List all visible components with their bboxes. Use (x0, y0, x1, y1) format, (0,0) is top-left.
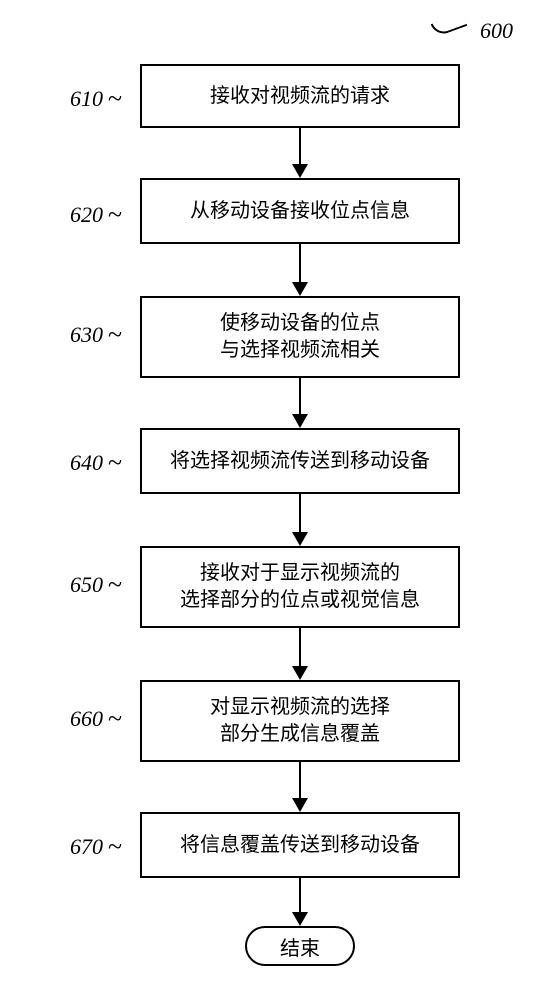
flow-step-text: 对显示视频流的选择 部分生成信息覆盖 (210, 694, 390, 748)
flow-step-text: 将信息覆盖传送到移动设备 (180, 832, 420, 859)
flowchart-canvas: 600接收对视频流的请求610~从移动设备接收位点信息620~使移动设备的位点 … (0, 0, 545, 1000)
edge-arrowhead (292, 798, 308, 812)
step-ref-connector: ~ (108, 570, 122, 600)
edge-arrowhead (292, 532, 308, 546)
figure-ref-swoosh (432, 24, 472, 43)
flow-step-670: 将信息覆盖传送到移动设备 (140, 812, 460, 878)
step-ref-connector: ~ (108, 832, 122, 862)
flow-step-660: 对显示视频流的选择 部分生成信息覆盖 (140, 680, 460, 762)
step-ref-connector: ~ (108, 200, 122, 230)
step-ref-connector: ~ (108, 704, 122, 734)
flow-step-640: 将选择视频流传送到移动设备 (140, 428, 460, 494)
step-ref-connector: ~ (108, 84, 122, 114)
step-ref-610: 610 (70, 86, 103, 112)
edge-arrowhead (292, 282, 308, 296)
step-ref-650: 650 (70, 572, 103, 598)
flow-step-text: 从移动设备接收位点信息 (190, 198, 410, 225)
step-ref-640: 640 (70, 450, 103, 476)
step-ref-660: 660 (70, 706, 103, 732)
edge-arrowhead (292, 912, 308, 926)
flow-step-610: 接收对视频流的请求 (140, 64, 460, 128)
step-ref-connector: ~ (108, 320, 122, 350)
step-ref-630: 630 (70, 322, 103, 348)
flow-step-650: 接收对于显示视频流的 选择部分的位点或视觉信息 (140, 546, 460, 628)
flow-step-text: 接收对于显示视频流的 选择部分的位点或视觉信息 (180, 560, 420, 614)
edge-arrowhead (292, 164, 308, 178)
terminator-end: 结束 (245, 926, 355, 966)
figure-ref-label: 600 (480, 18, 513, 44)
step-ref-connector: ~ (108, 448, 122, 478)
flow-step-630: 使移动设备的位点 与选择视频流相关 (140, 296, 460, 378)
flow-step-text: 接收对视频流的请求 (210, 83, 390, 110)
edge-arrowhead (292, 414, 308, 428)
terminator-text: 结束 (280, 932, 320, 961)
flow-step-620: 从移动设备接收位点信息 (140, 178, 460, 244)
step-ref-670: 670 (70, 834, 103, 860)
step-ref-620: 620 (70, 202, 103, 228)
flow-step-text: 将选择视频流传送到移动设备 (170, 448, 430, 475)
edge-arrowhead (292, 666, 308, 680)
flow-step-text: 使移动设备的位点 与选择视频流相关 (220, 310, 380, 364)
